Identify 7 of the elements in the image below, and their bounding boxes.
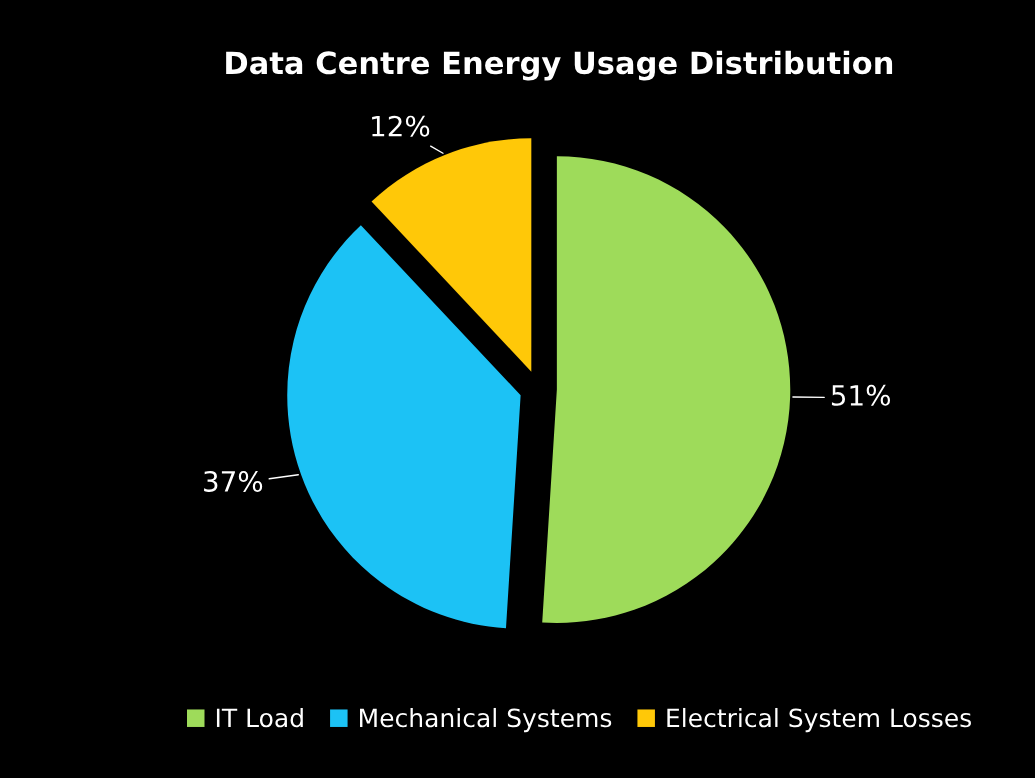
data-label: 37% bbox=[204, 470, 263, 492]
legend-label: IT Load bbox=[216, 707, 303, 728]
legend-label: Mechanical Systems bbox=[360, 707, 612, 733]
chart-title: Data Centre Energy Usage Distribution bbox=[226, 50, 893, 81]
data-label: 51% bbox=[831, 384, 891, 406]
legend-label: Electrical System Losses bbox=[667, 707, 971, 733]
data-label: 12% bbox=[372, 115, 430, 137]
